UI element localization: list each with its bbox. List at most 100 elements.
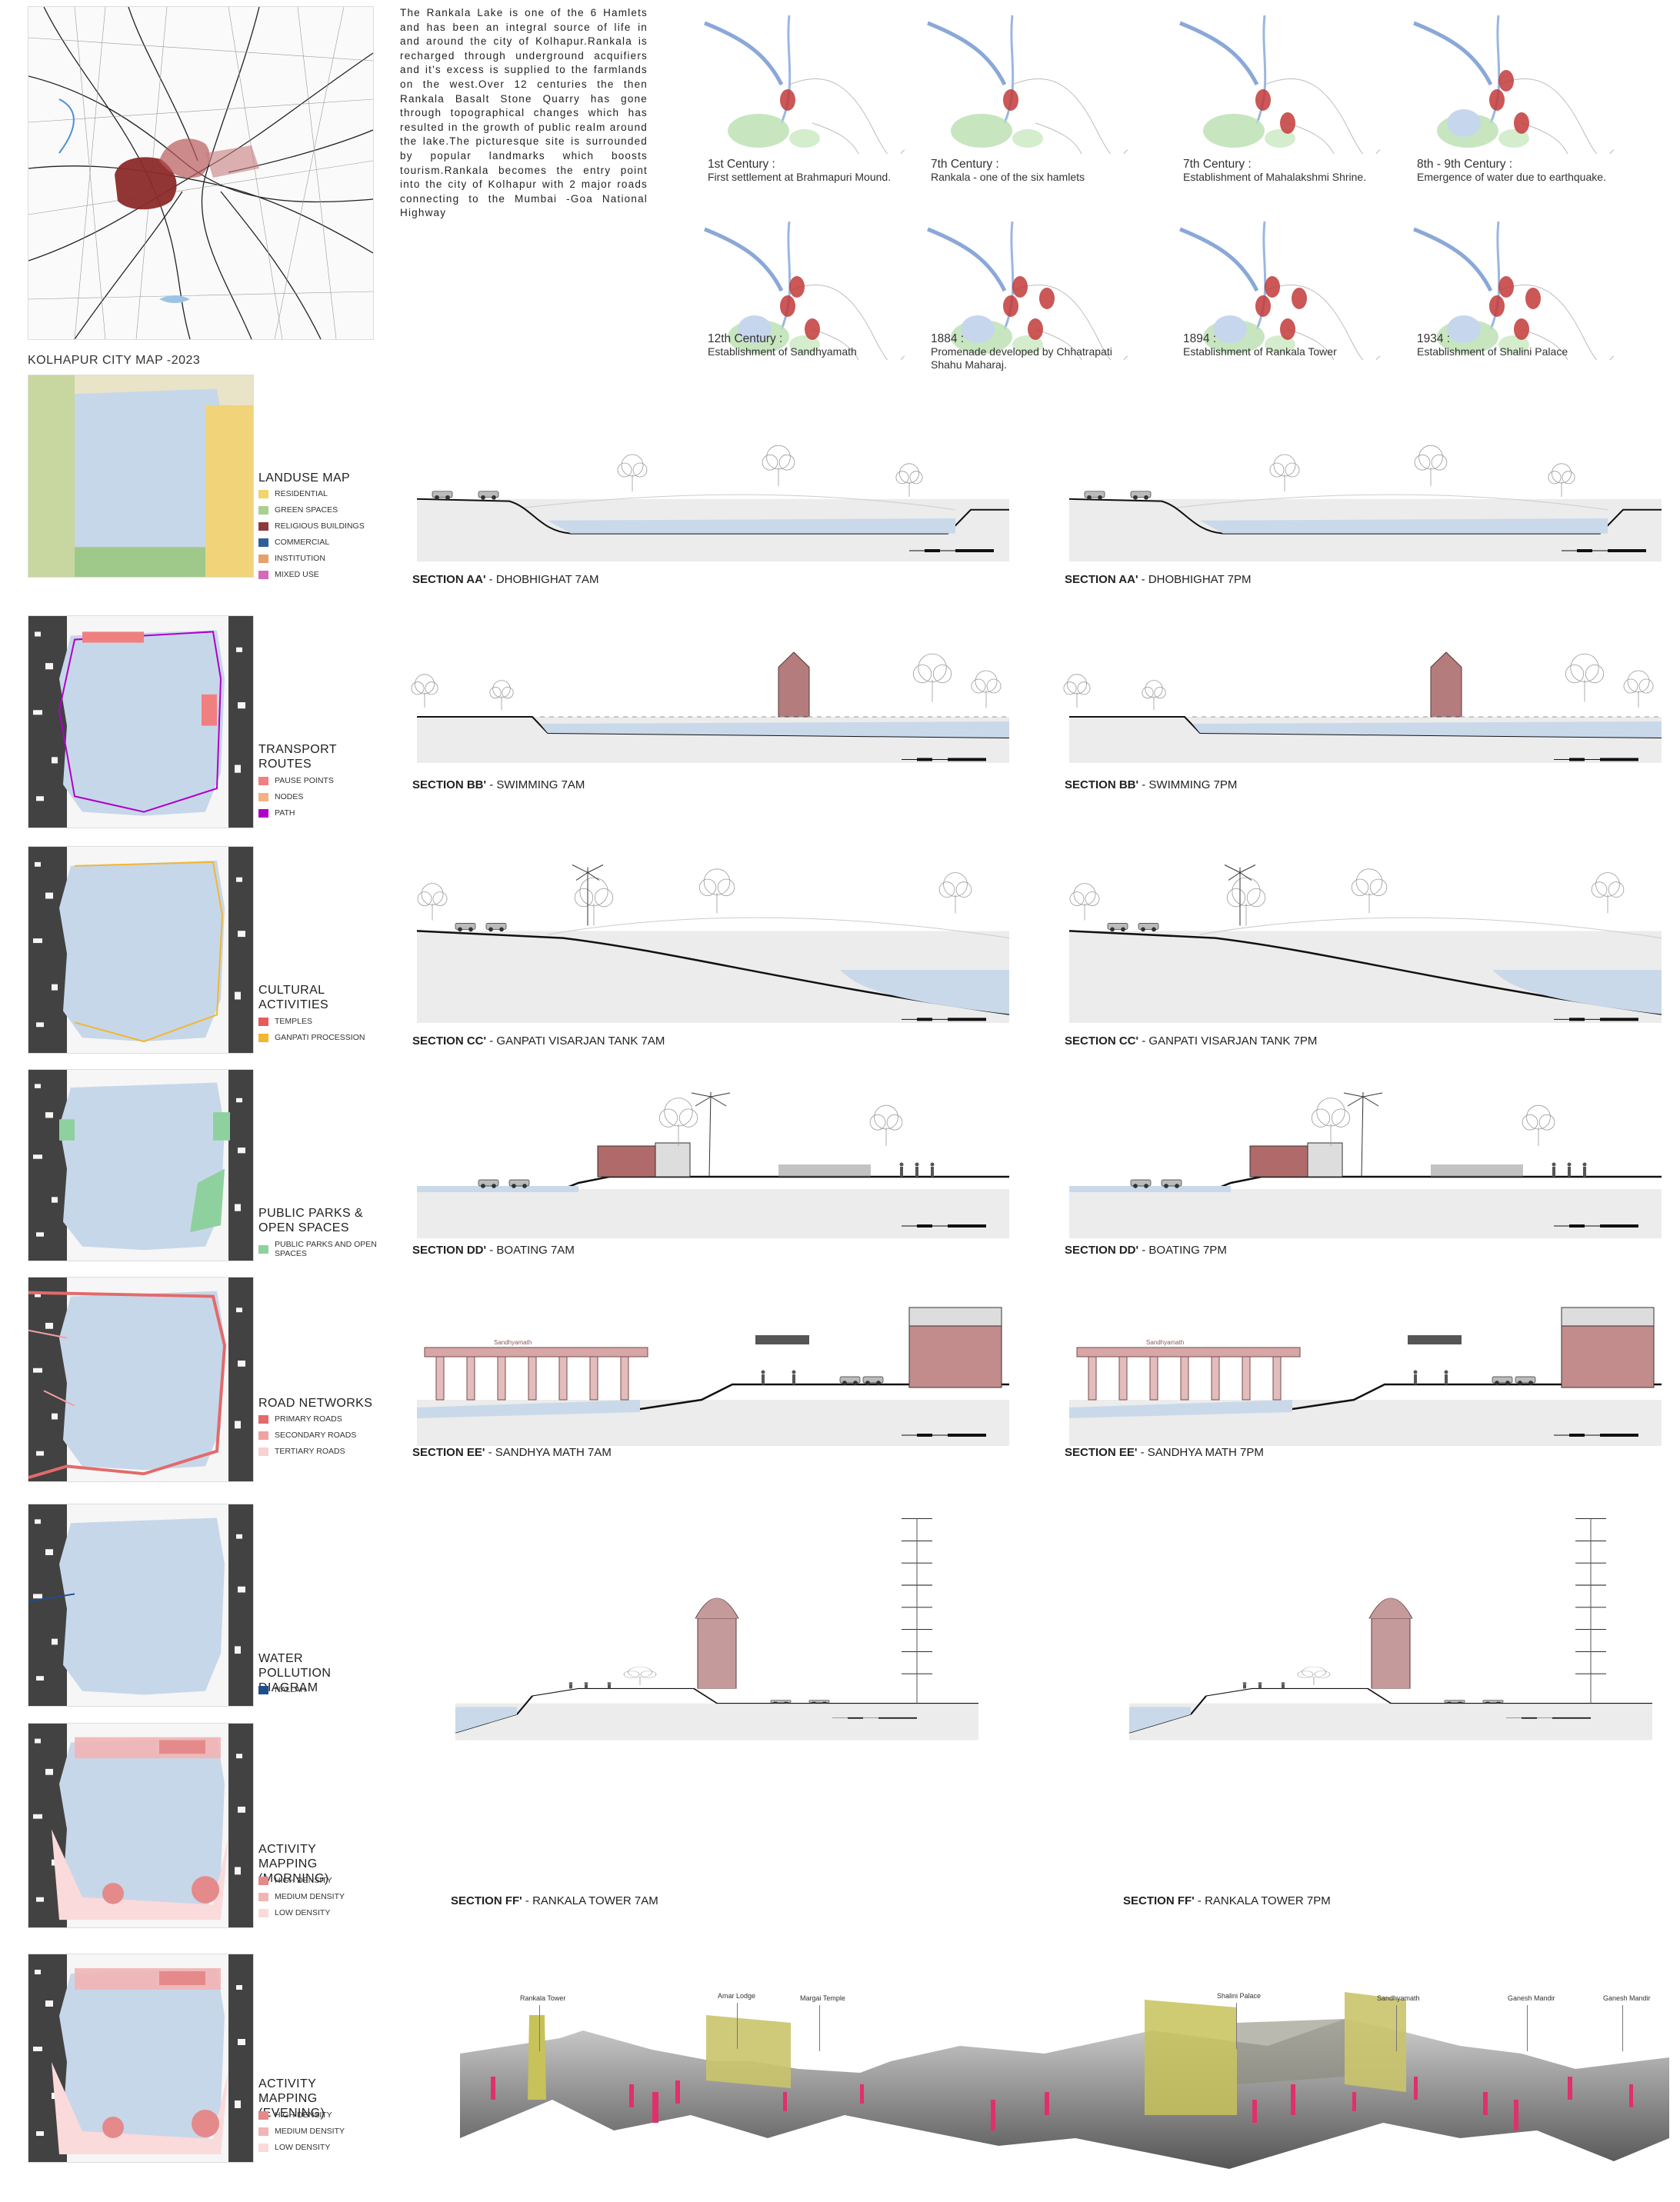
timeline-era: 8th - 9th Century : [1417, 158, 1513, 171]
legend-label: NALLAH [275, 1685, 306, 1694]
section-id: SECTION FF' [1123, 1894, 1195, 1907]
am-morning-map [28, 1723, 254, 1928]
legend-item: RELIGIOUS BUILDINGS [258, 521, 382, 531]
section-drawing-6 [1062, 846, 1669, 1023]
legend-label: SECONDARY ROADS [275, 1431, 357, 1440]
section-caption: SECTION EE' - SANDHYA MATH 7AM [412, 1446, 612, 1459]
landmark-leader-line [1396, 2005, 1397, 2051]
legend-item: HIGH DENSITY [258, 2110, 382, 2120]
section-caption: SECTION CC' - GANPATI VISARJAN TANK 7AM [412, 1034, 665, 1048]
section-drawing-5 [409, 846, 1017, 1023]
timeline-event: Establishment of Sandhyamath [708, 345, 857, 358]
landmark-label: Amar Lodge [718, 1992, 756, 2000]
legend-swatch [258, 2110, 268, 2120]
section-id: SECTION EE' [1065, 1446, 1138, 1459]
roads-map [28, 1277, 254, 1482]
section-caption: SECTION AA' - DHOBHIGHAT 7AM [412, 573, 598, 586]
section-id: SECTION BB' [412, 778, 487, 791]
timeline-caption-6: 1884 : Promenade developed by Chhatrapat… [931, 332, 1131, 371]
legend-item: PATH [258, 808, 382, 818]
legend-label: HIGH DENSITY [275, 1876, 332, 1885]
timeline-event: Emergence of water due to earthquake. [1417, 171, 1606, 183]
legend-swatch [258, 1414, 268, 1424]
legend-swatch [258, 2127, 268, 2136]
legend-swatch [258, 1431, 268, 1440]
landmark-label: Rankala Tower [520, 1994, 566, 2002]
legend-item: GREEN SPACES [258, 505, 382, 515]
legend-item: LOW DENSITY [258, 1908, 382, 1917]
sandhyamath-label: Sandhyamath [1146, 1339, 1184, 1346]
legend-swatch [258, 2143, 268, 2152]
timeline-era: 7th Century : [1183, 158, 1252, 171]
legend-swatch [258, 1908, 268, 1917]
legend-label: MEDIUM DENSITY [275, 2127, 345, 2136]
legend-swatch [258, 505, 268, 515]
legend-item: MIXED USE [258, 570, 382, 579]
legend-label: INSTITUTION [275, 554, 325, 563]
legend-swatch [258, 570, 268, 579]
legend-label: LOW DENSITY [275, 2143, 331, 2152]
legend-swatch [258, 521, 268, 531]
legend-item: HIGH DENSITY [258, 1876, 382, 1885]
section-title: - SWIMMING 7PM [1138, 778, 1238, 791]
legend-item: MEDIUM DENSITY [258, 2127, 382, 2136]
legend-swatch [258, 489, 268, 498]
section-caption: SECTION CC' - GANPATI VISARJAN TANK 7PM [1065, 1034, 1317, 1048]
legend-title: ACTIVITY MAPPING (MORNING) [258, 1843, 329, 1885]
legend-swatch [258, 808, 268, 818]
section-drawing-9: Sandhyamath [409, 1292, 1017, 1446]
legend-swatch [258, 1892, 268, 1901]
legend-item: GANPATI PROCESSION [258, 1033, 382, 1042]
timeline-era: 1884 : [931, 332, 965, 345]
timeline-caption-7: 1894 : Establishment of Rankala Tower [1183, 332, 1383, 358]
legend-label: TERTIARY ROADS [275, 1447, 345, 1456]
intro-paragraph: The Rankala Lake is one of the 6 Hamlets… [400, 7, 648, 219]
section-caption: SECTION BB' - SWIMMING 7AM [412, 778, 585, 791]
city-map-caption: KOLHAPUR CITY MAP -2023 [28, 354, 201, 367]
timeline-era: 7th Century : [931, 158, 999, 171]
landmark-leader-line [539, 2005, 540, 2051]
legend-swatch [258, 1017, 268, 1026]
timeline-event: Establishment of Mahalakshmi Shrine. [1183, 171, 1367, 183]
legend-swatch [258, 1876, 268, 1885]
landuse-map [28, 375, 254, 578]
legend-label: HIGH DENSITY [275, 2110, 332, 2120]
landmark-leader-line [1236, 2003, 1237, 2049]
landmark-label: Sandhyamath [1377, 1994, 1420, 2002]
cultural-map [28, 846, 254, 1054]
landmark-label: Margai Temple [800, 1994, 845, 2002]
timeline-event: Rankala - one of the six hamlets [931, 171, 1085, 183]
legend-item: TERTIARY ROADS [258, 1447, 382, 1456]
legend-label: RELIGIOUS BUILDINGS [275, 521, 365, 531]
section-caption: SECTION DD' - BOATING 7PM [1065, 1244, 1227, 1257]
pollution-map [28, 1504, 254, 1707]
section-drawing-4 [1062, 650, 1669, 765]
legend-item: COMMERCIAL [258, 538, 382, 547]
legend-item: INSTITUTION [258, 554, 382, 563]
legend-label: RESIDENTIAL [275, 489, 328, 498]
legend-item: LOW DENSITY [258, 2143, 382, 2152]
legend-title: ROAD NETWORKS [258, 1397, 373, 1410]
section-drawing-10: Sandhyamath [1062, 1292, 1669, 1446]
kolhapur-city-map [28, 6, 374, 340]
legend-swatch [258, 776, 268, 785]
section-id: SECTION AA' [1065, 573, 1138, 586]
legend-title: WATER POLLUTION DIAGRAM [258, 1652, 332, 1694]
section-title: - GANPATI VISARJAN TANK 7PM [1138, 1034, 1318, 1048]
section-caption: SECTION DD' - BOATING 7AM [412, 1244, 575, 1257]
legend-label: MIXED USE [275, 570, 319, 579]
section-drawing-3 [409, 650, 1017, 765]
timeline-map-8 [1406, 214, 1622, 360]
timeline-caption-1: 1st Century : First settlement at Brahma… [708, 158, 908, 184]
section-title: - SWIMMING 7AM [486, 778, 585, 791]
landmark-label: Shalini Palace [1217, 1992, 1262, 2000]
timeline-era: 12th Century : [708, 332, 783, 345]
section-id: SECTION DD' [1065, 1244, 1139, 1257]
legend-item: NODES [258, 792, 382, 801]
timeline-map-7 [1172, 214, 1388, 360]
landmark-label: Ganesh Mandir [1603, 1994, 1651, 2002]
legend-item: RESIDENTIAL [258, 489, 382, 498]
timeline-caption-4: 8th - 9th Century : Emergence of water d… [1417, 158, 1617, 184]
parks-map [28, 1069, 254, 1261]
section-title: - GANPATI VISARJAN TANK 7AM [486, 1034, 665, 1048]
